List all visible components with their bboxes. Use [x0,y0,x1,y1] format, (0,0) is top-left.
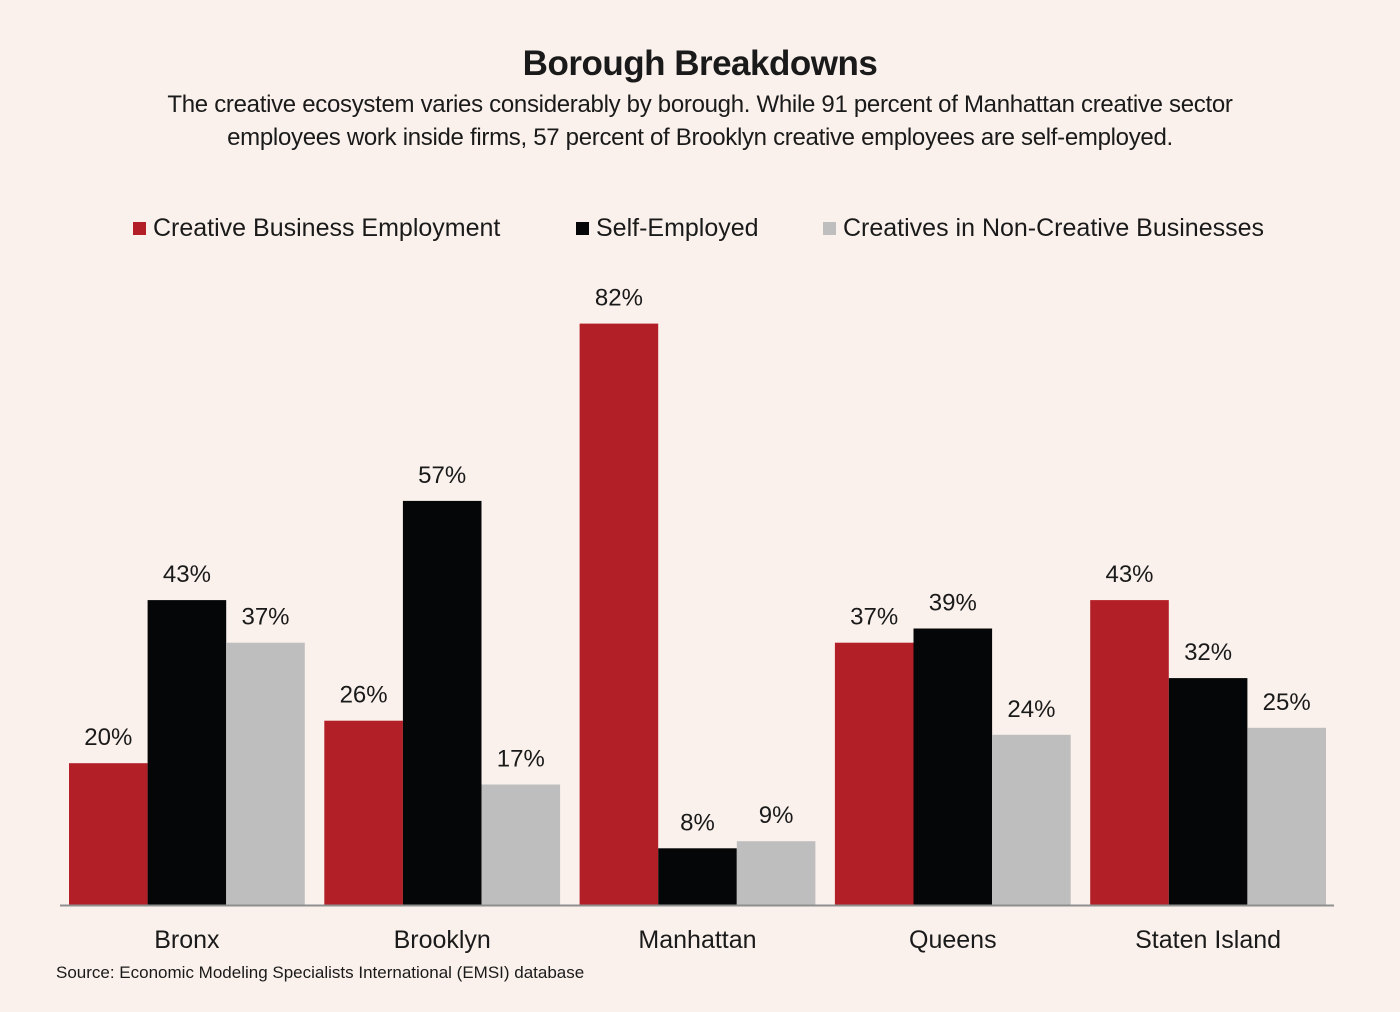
data-label-staten-island-creatives-in-non-creative-businesses: 25% [1263,689,1311,716]
source-note: Source: Economic Modeling Specialists In… [56,963,585,982]
legend-swatch-red [133,222,146,235]
legend-swatch-gray [823,222,836,235]
data-label-bronx-creatives-in-non-creative-businesses: 37% [241,604,289,631]
data-label-bronx-creative-business-employment: 20% [84,724,132,751]
data-label-queens-self-employed: 39% [929,590,977,617]
data-label-brooklyn-creative-business-employment: 26% [340,682,388,709]
x-tick-label-staten-island: Staten Island [1135,926,1281,954]
legend-item-non-creative: Creatives in Non-Creative Businesses [823,214,1264,243]
bar-manhattan-creative-business-employment [579,323,659,906]
x-tick-label-bronx: Bronx [154,926,220,954]
bar-manhattan-self-employed [658,848,737,905]
data-label-bronx-self-employed: 43% [163,561,211,588]
bar-staten-island-creatives-in-non-creative-businesses [1247,727,1326,906]
bar-brooklyn-self-employed [402,500,482,905]
bar-queens-creative-business-employment [834,642,914,905]
data-label-queens-creatives-in-non-creative-businesses: 24% [1007,696,1055,723]
bar-brooklyn-creative-business-employment [324,720,403,905]
legend-item-self-employed: Self-Employed [576,214,759,243]
chart-title: Borough Breakdowns [522,44,878,83]
data-label-manhattan-creative-business-employment: 82% [595,285,643,312]
legend-label: Self-Employed [596,214,759,242]
legend-label: Creative Business Employment [153,214,501,242]
legend-label: Creatives in Non-Creative Businesses [843,214,1265,242]
bar-bronx-self-employed [147,600,227,905]
bar-queens-creatives-in-non-creative-businesses [992,734,1071,905]
data-label-staten-island-self-employed: 32% [1184,639,1232,666]
data-label-brooklyn-self-employed: 57% [418,462,466,489]
bar-brooklyn-creatives-in-non-creative-businesses [481,784,561,905]
legend-item-creative-business: Creative Business Employment [133,214,500,243]
bar-manhattan-creatives-in-non-creative-businesses [736,841,816,905]
x-tick-label-brooklyn: Brooklyn [394,926,491,954]
data-label-manhattan-self-employed: 8% [680,809,715,836]
x-tick-label-queens: Queens [909,926,997,954]
legend-swatch-black [576,222,589,235]
bar-bronx-creatives-in-non-creative-businesses [226,642,305,905]
data-label-queens-creative-business-employment: 37% [850,604,898,631]
bar-staten-island-creative-business-employment [1090,600,1169,905]
chart-subtitle: The creative ecosystem varies considerab… [0,88,1400,154]
subtitle-line-2: employees work inside firms, 57 percent … [227,124,1173,151]
bar-bronx-creative-business-employment [69,763,148,905]
data-label-staten-island-creative-business-employment: 43% [1105,561,1153,588]
data-label-brooklyn-creatives-in-non-creative-businesses: 17% [497,746,545,773]
bar-queens-self-employed [913,628,993,905]
bar-staten-island-self-employed [1168,678,1248,905]
data-label-manhattan-creatives-in-non-creative-businesses: 9% [759,802,794,829]
x-tick-label-manhattan: Manhattan [638,926,756,954]
subtitle-line-1: The creative ecosystem varies considerab… [167,91,1233,118]
